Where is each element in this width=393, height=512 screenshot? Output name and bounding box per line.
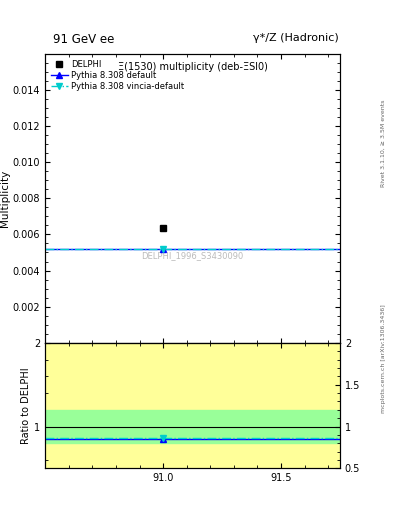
Text: 91 GeV ee: 91 GeV ee xyxy=(53,33,114,46)
Text: Rivet 3.1.10, ≥ 3.5M events: Rivet 3.1.10, ≥ 3.5M events xyxy=(381,100,386,187)
Text: DELPHI_1996_S3430090: DELPHI_1996_S3430090 xyxy=(141,251,244,261)
Text: Ξ(1530) multiplicity (deb-ΞSl0): Ξ(1530) multiplicity (deb-ΞSl0) xyxy=(118,62,268,72)
Legend: DELPHI, Pythia 8.308 default, Pythia 8.308 vincia-default: DELPHI, Pythia 8.308 default, Pythia 8.3… xyxy=(50,58,186,93)
Y-axis label: Ratio to DELPHI: Ratio to DELPHI xyxy=(21,367,31,444)
Y-axis label: Multiplicity: Multiplicity xyxy=(0,169,10,227)
Text: mcplots.cern.ch [arXiv:1306.3436]: mcplots.cern.ch [arXiv:1306.3436] xyxy=(381,304,386,413)
Text: γ*/Z (Hadronic): γ*/Z (Hadronic) xyxy=(253,33,339,44)
